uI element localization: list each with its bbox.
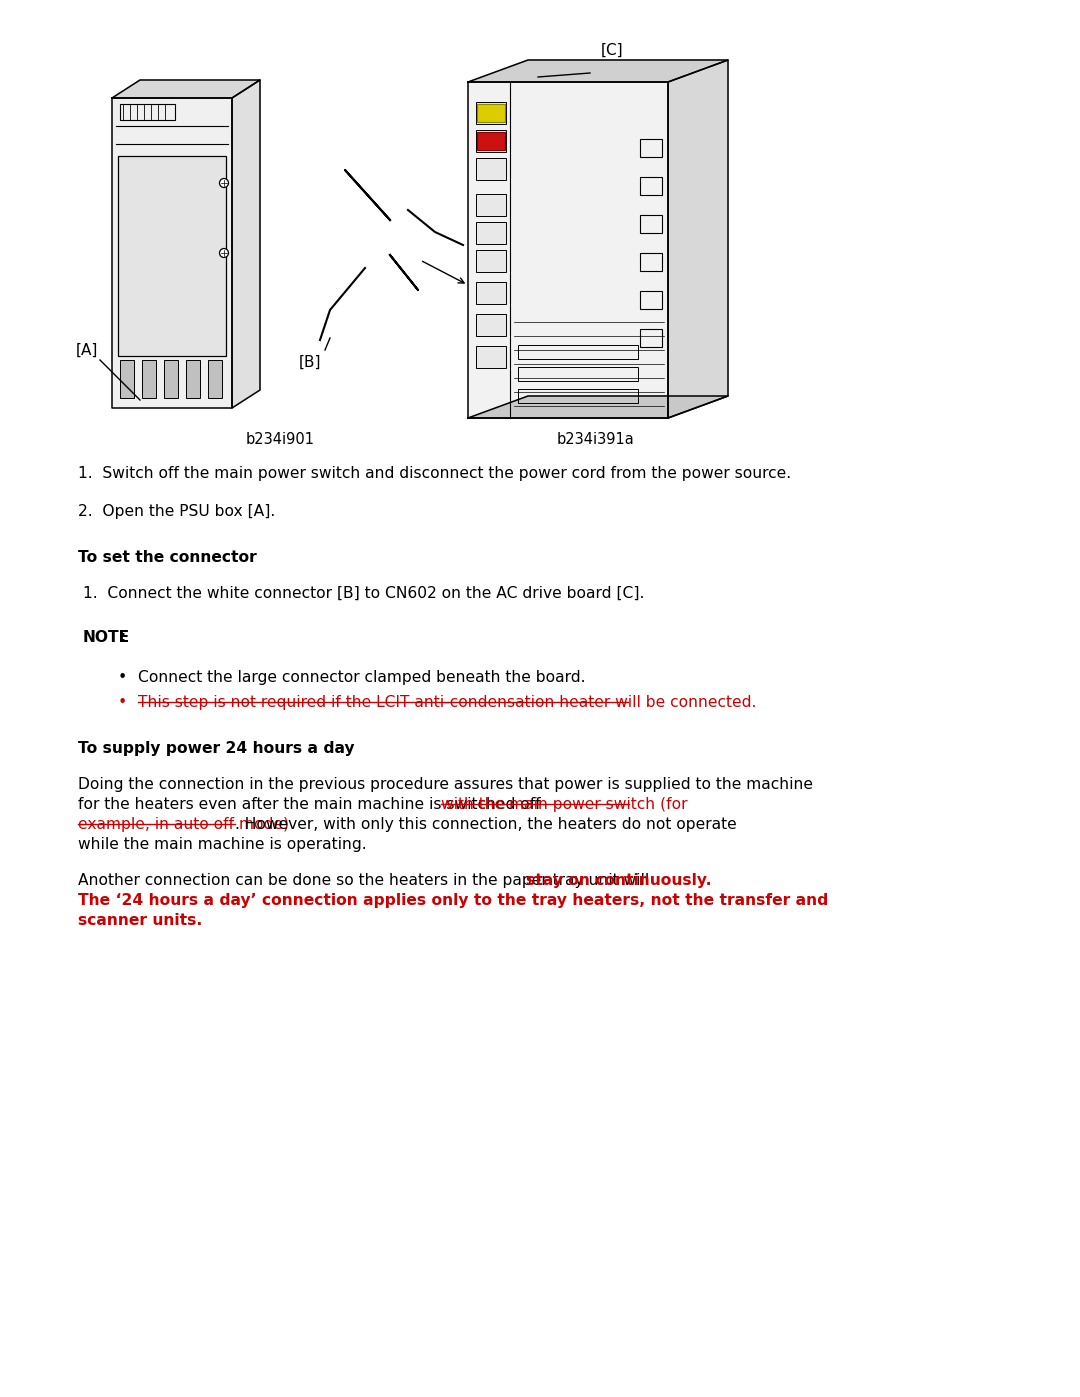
Bar — [476, 158, 507, 180]
Bar — [120, 360, 134, 398]
Bar — [476, 250, 507, 272]
Text: NOTE: NOTE — [83, 630, 130, 645]
Bar — [518, 367, 638, 381]
Text: 1.  Switch off the main power switch and disconnect the power cord from the powe: 1. Switch off the main power switch and … — [78, 467, 792, 481]
Bar — [640, 215, 662, 233]
Text: The ‘24 hours a day’ connection applies only to the tray heaters, not the transf: The ‘24 hours a day’ connection applies … — [78, 893, 828, 908]
Text: To set the connector: To set the connector — [78, 550, 257, 564]
Bar — [640, 138, 662, 156]
Bar — [640, 177, 662, 196]
Text: while the main machine is operating.: while the main machine is operating. — [78, 837, 366, 852]
Polygon shape — [468, 82, 669, 418]
Circle shape — [219, 179, 229, 187]
Bar — [208, 360, 222, 398]
Text: This step is not required if the LCIT anti-condensation heater will be connected: This step is not required if the LCIT an… — [138, 694, 756, 710]
Bar — [476, 222, 507, 244]
Text: 2.  Open the PSU box [A].: 2. Open the PSU box [A]. — [78, 504, 275, 520]
Bar — [640, 330, 662, 346]
Bar — [476, 102, 507, 124]
Text: b234i391a: b234i391a — [556, 432, 634, 447]
Text: 1.  Connect the white connector [B] to CN602 on the AC drive board [C].: 1. Connect the white connector [B] to CN… — [83, 585, 645, 601]
Bar — [640, 253, 662, 271]
Bar — [640, 291, 662, 309]
Bar — [118, 156, 226, 356]
Bar — [476, 346, 507, 367]
Text: :: : — [119, 630, 125, 645]
Bar — [476, 314, 507, 337]
Bar — [476, 130, 507, 152]
Text: Doing the connection in the previous procedure assures that power is supplied to: Doing the connection in the previous pro… — [78, 777, 813, 792]
Text: b234i901: b234i901 — [245, 432, 314, 447]
Text: scanner units.: scanner units. — [78, 914, 202, 928]
Polygon shape — [112, 98, 232, 408]
Text: To supply power 24 hours a day: To supply power 24 hours a day — [78, 740, 354, 756]
Text: . However, with only this connection, the heaters do not operate: . However, with only this connection, th… — [235, 817, 737, 833]
Text: with the main power switch (for: with the main power switch (for — [441, 798, 688, 812]
Bar — [476, 194, 507, 217]
Text: Connect the large connector clamped beneath the board.: Connect the large connector clamped bene… — [138, 671, 585, 685]
Polygon shape — [669, 60, 728, 418]
Bar — [477, 103, 505, 122]
Text: •: • — [118, 694, 127, 710]
Polygon shape — [112, 80, 260, 98]
Bar — [476, 282, 507, 305]
Text: [B]: [B] — [299, 355, 321, 370]
Bar — [518, 388, 638, 402]
Polygon shape — [468, 395, 728, 418]
Text: Another connection can be done so the heaters in the paper tray unit will: Another connection can be done so the he… — [78, 873, 654, 888]
Bar — [120, 103, 175, 120]
Bar — [141, 360, 156, 398]
Polygon shape — [232, 80, 260, 408]
Bar — [477, 131, 505, 149]
Text: [C]: [C] — [600, 43, 623, 59]
Circle shape — [219, 249, 229, 257]
Bar — [164, 360, 178, 398]
Text: [A]: [A] — [76, 344, 98, 358]
Bar — [518, 345, 638, 359]
Polygon shape — [468, 60, 728, 82]
Text: for the heaters even after the main machine is switched off: for the heaters even after the main mach… — [78, 798, 545, 812]
Text: example, in auto off mode): example, in auto off mode) — [78, 817, 289, 833]
Bar — [186, 360, 200, 398]
Text: stay on continuously.: stay on continuously. — [526, 873, 712, 888]
Text: •: • — [118, 671, 127, 685]
